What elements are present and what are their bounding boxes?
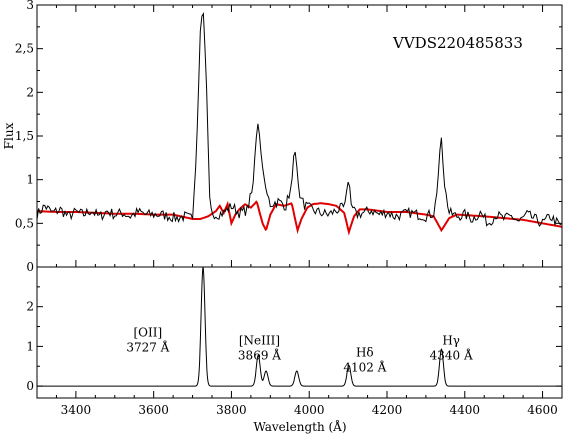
observed-spectrum-line (36, 12, 562, 227)
model-spectrum-line (37, 200, 563, 236)
bottom-x-ticks: 3400 3600 3800 4000 4200 4400 4600 (36, 391, 563, 417)
bottom-x-tick-label: 3600 (138, 403, 169, 417)
object-label: VVDS220485833 (392, 34, 523, 52)
top-y-ticks: 0 0,5 1 1,5 2 2,5 3 (15, 0, 562, 274)
y-axis-title: Flux (2, 122, 16, 149)
bottom-y-ticks: 0 1 2 (26, 286, 562, 393)
top-y-tick-label: 0 (26, 260, 34, 274)
line-annotation-wavelength: 3727 Å (126, 339, 169, 354)
bottom-x-tick-label: 3800 (216, 403, 247, 417)
top-y-tick-label: 3 (26, 0, 34, 12)
line-annotation-wavelength: 4102 Å (343, 359, 386, 374)
emission-line-model (37, 266, 562, 387)
line-annotation-name: [NeIII] (239, 333, 280, 347)
bottom-y-tick-label: 0 (26, 379, 34, 393)
bottom-x-tick-label: 4200 (372, 403, 403, 417)
line-annotation-wavelength: 3869 Å (238, 347, 281, 362)
bottom-y-tick-label: 2 (26, 300, 34, 314)
x-axis-title: Wavelength (Å) (253, 419, 346, 434)
top-y-tick-label: 2,5 (15, 42, 34, 56)
line-annotation-name: Hδ (356, 345, 374, 359)
bottom-panel: 0 1 2 3400 3600 3800 4000 4200 4400 4600 [OII]37… (26, 266, 563, 434)
bottom-x-tick-label: 4000 (294, 403, 325, 417)
emission-line-model-path (37, 266, 562, 387)
top-panel: 0 0,5 1 1,5 2 2,5 3 VVDS220485833 Flux (2, 0, 563, 274)
bottom-x-tick-label: 4600 (527, 403, 558, 417)
observed-spectrum-path (36, 12, 562, 227)
model-spectrum-path (37, 200, 563, 236)
line-annotation-wavelength: 4340 Å (430, 347, 473, 362)
line-annotation-name: [OII] (133, 325, 162, 339)
bottom-panel-frame (36, 266, 563, 399)
top-y-tick-label: 2 (26, 85, 34, 99)
bottom-x-tick-label: 4400 (450, 403, 481, 417)
bottom-y-tick-label: 1 (26, 339, 34, 353)
line-annotation-name: Hγ (442, 333, 460, 347)
top-y-tick-label: 1,5 (15, 129, 34, 143)
bottom-x-tick-label: 3400 (61, 403, 92, 417)
top-y-tick-label: 0,5 (15, 216, 34, 230)
top-y-tick-label: 1 (26, 173, 34, 187)
